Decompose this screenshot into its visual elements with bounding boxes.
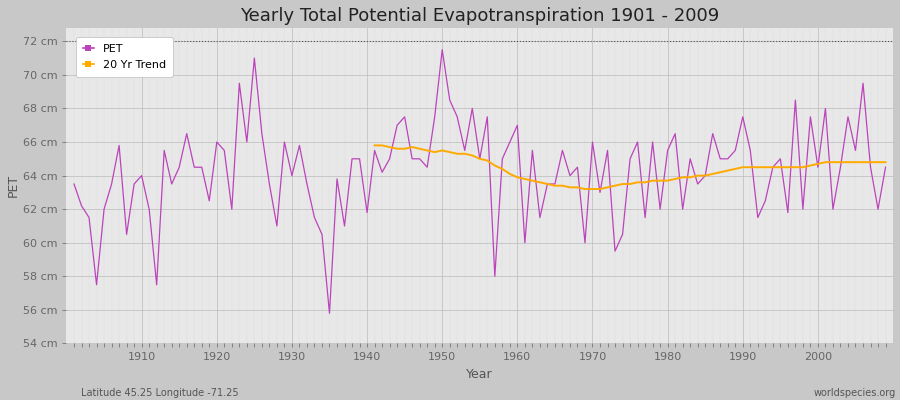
Text: Latitude 45.25 Longitude -71.25: Latitude 45.25 Longitude -71.25: [81, 388, 239, 398]
Y-axis label: PET: PET: [7, 174, 20, 197]
X-axis label: Year: Year: [466, 368, 493, 381]
Legend: PET, 20 Yr Trend: PET, 20 Yr Trend: [76, 37, 173, 77]
Text: worldspecies.org: worldspecies.org: [814, 388, 896, 398]
Title: Yearly Total Potential Evapotranspiration 1901 - 2009: Yearly Total Potential Evapotranspiratio…: [240, 7, 719, 25]
